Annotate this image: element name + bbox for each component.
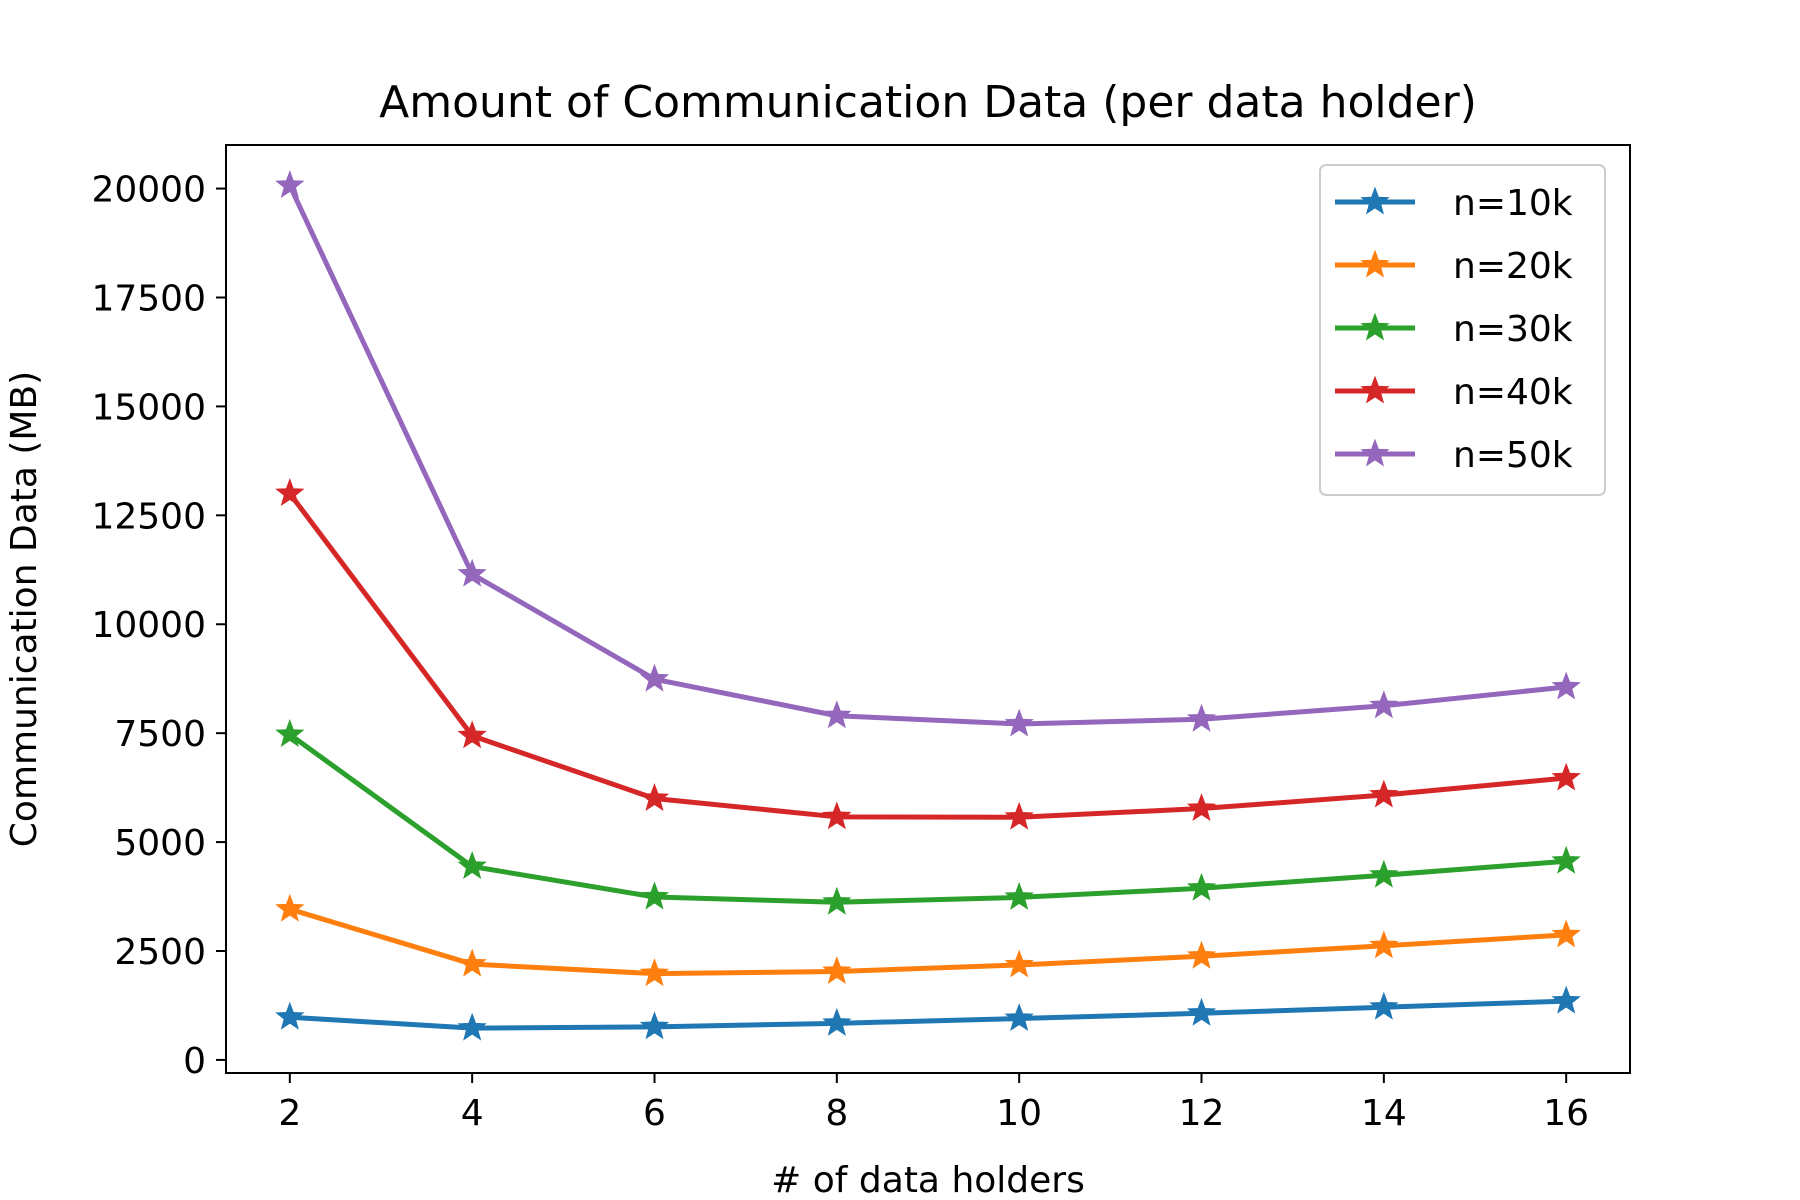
legend-marker xyxy=(1360,312,1390,341)
data-point-star xyxy=(1004,949,1034,978)
y-tick-label: 7500 xyxy=(114,714,206,755)
data-point-star xyxy=(822,886,852,915)
legend-label: n=40k xyxy=(1453,372,1573,413)
data-point-star xyxy=(1004,881,1034,910)
data-point-star xyxy=(1551,671,1581,700)
legend-box xyxy=(1319,164,1606,496)
data-point-star xyxy=(1186,872,1217,901)
y-tick-label: 12500 xyxy=(91,496,206,537)
data-point-star xyxy=(457,1012,487,1041)
series-line xyxy=(287,731,1569,905)
data-point-star xyxy=(275,893,305,922)
series-line xyxy=(287,998,1569,1031)
data-point-star xyxy=(639,663,670,692)
y-tick-label: 0 xyxy=(183,1041,206,1082)
series-line xyxy=(287,906,1569,977)
legend-marker xyxy=(1360,249,1390,278)
x-tick-label: 2 xyxy=(278,1093,301,1134)
data-point-star xyxy=(275,719,305,747)
chart-title: Amount of Communication Data (per data h… xyxy=(379,77,1477,128)
x-tick-label: 8 xyxy=(825,1093,848,1134)
y-tick-label: 20000 xyxy=(91,170,206,211)
data-point-star xyxy=(639,1011,670,1040)
data-point-star xyxy=(1551,919,1581,948)
data-point-star xyxy=(1186,793,1217,822)
data-point-star xyxy=(457,720,487,749)
y-tick-label: 10000 xyxy=(91,605,206,646)
plot-frame xyxy=(225,144,1631,1074)
data-point-star xyxy=(1551,762,1581,791)
data-point-star xyxy=(1004,708,1034,737)
data-point-star xyxy=(639,783,670,812)
data-point-star xyxy=(457,948,487,977)
data-point-star xyxy=(1369,859,1399,888)
data-point-star xyxy=(1551,845,1581,874)
legend-label: n=30k xyxy=(1453,309,1573,350)
legend-label: n=50k xyxy=(1453,435,1573,476)
data-point-star xyxy=(1369,779,1399,808)
y-tick-label: 17500 xyxy=(91,278,206,319)
data-point-star xyxy=(1004,1003,1034,1032)
legend: n=10k n=20k n=30k n=40k n=50k xyxy=(1319,164,1606,496)
y-tick-label: 5000 xyxy=(114,823,206,864)
data-point-star xyxy=(822,700,852,729)
data-point-star xyxy=(275,478,305,507)
y-tick-label: 15000 xyxy=(91,387,206,428)
data-point-star xyxy=(1186,997,1217,1026)
x-tick-label: 10 xyxy=(996,1093,1042,1134)
x-tick-label: 6 xyxy=(643,1093,666,1134)
data-point-star xyxy=(1369,690,1399,719)
legend-marker xyxy=(1360,375,1390,404)
data-point-star xyxy=(457,851,487,879)
data-point-star xyxy=(822,1007,852,1036)
y-axis-title: Communication Data (MB) xyxy=(4,371,45,847)
x-tick-label: 12 xyxy=(1179,1093,1225,1134)
x-tick-label: 16 xyxy=(1543,1093,1589,1134)
data-point-star xyxy=(822,801,852,830)
data-point-star xyxy=(457,558,487,587)
y-tick-label: 2500 xyxy=(114,932,206,973)
legend-label: n=20k xyxy=(1453,246,1573,287)
x-axis-title: # of data holders xyxy=(771,1160,1085,1200)
data-point-star xyxy=(639,881,670,910)
plot-area: 2 4 6 8 10 12 14 16 0 2500 5000 7500 10000 12500 15000… xyxy=(91,144,1631,1134)
data-point-star xyxy=(275,170,305,198)
data-point-star xyxy=(1369,991,1399,1020)
x-tick-label: 14 xyxy=(1361,1093,1407,1134)
data-point-star xyxy=(1186,703,1217,732)
data-point-star xyxy=(822,956,852,984)
data-point-star xyxy=(1186,940,1217,969)
data-point-star xyxy=(1551,985,1581,1014)
legend-marker xyxy=(1360,186,1390,215)
data-point-star xyxy=(639,958,670,987)
data-point-star xyxy=(1369,930,1399,959)
legend-marker xyxy=(1360,438,1390,467)
x-tick-label: 4 xyxy=(461,1093,484,1134)
data-point-star xyxy=(1004,801,1034,830)
series-line xyxy=(287,491,1569,820)
legend-label: n=10k xyxy=(1453,183,1573,224)
series-line xyxy=(287,183,1569,727)
data-point-star xyxy=(275,1001,305,1030)
